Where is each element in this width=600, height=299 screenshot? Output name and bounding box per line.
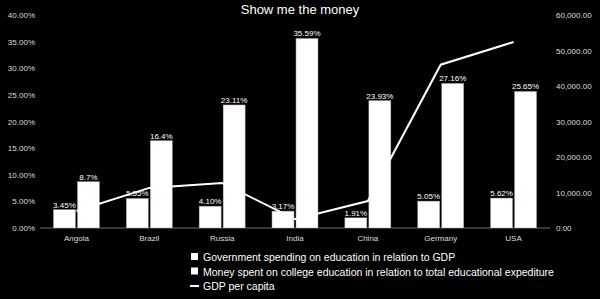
- data-label: 5.55%: [126, 189, 149, 198]
- data-labels: 3.45% 5.55% 4.10% 3.17% 1.91% 5.05% 5.62% 8.7% 1…: [53, 29, 539, 217]
- data-label: 3.45%: [53, 201, 76, 210]
- x-tick-label: India: [286, 234, 304, 243]
- data-label: 23.11%: [221, 96, 248, 105]
- legend-label: Government spending on education in rela…: [203, 251, 455, 263]
- data-label: 16.4%: [150, 132, 173, 141]
- x-tick-label: USA: [505, 234, 522, 243]
- y2-tick-label: 10,000.00: [556, 189, 592, 198]
- data-label: 23.93%: [366, 92, 393, 101]
- bar: [199, 206, 221, 228]
- chart: Show me the money 0.00% 5.00% 10.00% 15.00% 2…: [0, 0, 600, 299]
- bar: [223, 105, 245, 228]
- x-tick-label: Angola: [64, 234, 89, 243]
- data-label: 27.16%: [439, 74, 466, 83]
- y-tick-label: 5.00%: [12, 197, 35, 206]
- legend-label: Money spent on college education in rela…: [203, 266, 554, 278]
- data-label: 25.65%: [512, 82, 539, 91]
- x-tick-label: Germany: [424, 234, 457, 243]
- data-label: 8.7%: [79, 173, 97, 182]
- x-axis-line: [40, 228, 550, 229]
- x-tick-label: Russia: [210, 234, 235, 243]
- data-label: 1.91%: [345, 209, 368, 218]
- legend-marker: [191, 268, 198, 275]
- legend: Government spending on education in rela…: [190, 251, 554, 292]
- bar: [53, 210, 75, 228]
- background: [0, 0, 600, 299]
- line: [76, 42, 513, 219]
- plot-area: [53, 38, 536, 228]
- y-tick-label: 15.00%: [8, 144, 35, 153]
- y-tick-label: 30.00%: [8, 64, 35, 73]
- legend-marker: [190, 285, 199, 287]
- x-tick-label: Brazil: [139, 234, 159, 243]
- title: Show me the money: [241, 2, 360, 17]
- y2-tick-label: 0.00: [556, 224, 572, 233]
- y-tick-label: 0.00%: [12, 224, 35, 233]
- y2-tick-label: 30,000.00: [556, 118, 592, 127]
- bar: [150, 141, 172, 228]
- bar: [126, 198, 148, 228]
- bar: [442, 83, 464, 228]
- y-tick-label: 10.00%: [8, 171, 35, 180]
- data-label: 35.59%: [293, 29, 320, 38]
- data-label: 5.05%: [417, 192, 440, 201]
- x-tick-label: China: [357, 234, 378, 243]
- y2-tick-label: 50,000.00: [556, 47, 592, 56]
- legend-label: GDP per capita: [203, 280, 275, 292]
- data-label: 5.62%: [490, 189, 513, 198]
- y2-tick-label: 20,000.00: [556, 153, 592, 162]
- legend-marker: [191, 253, 198, 260]
- y2-tick-label: 40,000.00: [556, 82, 592, 91]
- bar: [491, 198, 513, 228]
- y-tick-label: 40.00%: [8, 11, 35, 20]
- data-label: 3.17%: [272, 202, 295, 211]
- bar: [515, 91, 537, 228]
- y2-tick-label: 60,000.00: [556, 11, 592, 20]
- bar: [296, 38, 318, 228]
- bar: [418, 201, 440, 228]
- y-tick-label: 20.00%: [8, 118, 35, 127]
- y-tick-label: 25.00%: [8, 91, 35, 100]
- data-label: 4.10%: [199, 197, 222, 206]
- bar: [345, 218, 367, 228]
- y-tick-label: 35.00%: [8, 38, 35, 47]
